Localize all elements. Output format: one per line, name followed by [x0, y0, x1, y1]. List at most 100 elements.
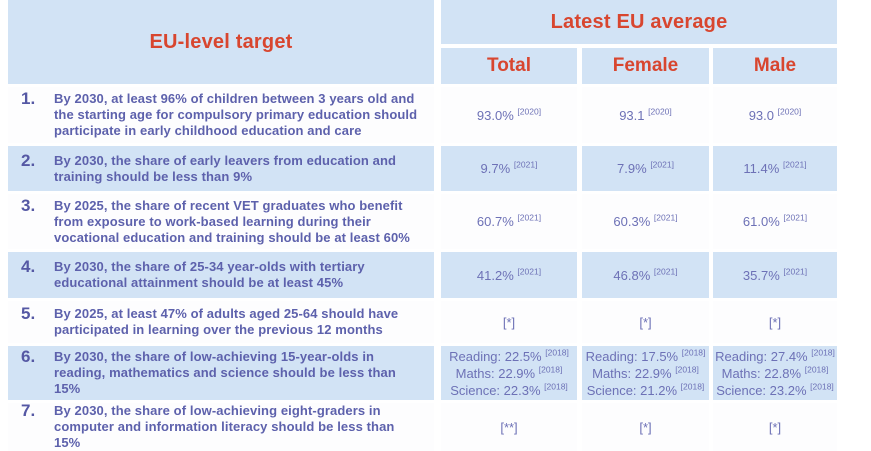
reference-year-note: [2018] — [675, 364, 699, 375]
value-line: Reading: 22.5% [2018] — [449, 347, 569, 364]
target-cell: 3. By 2025, the share of recent VET gradu… — [8, 194, 434, 249]
target-text: By 2030, at least 96% of children betwee… — [54, 91, 418, 138]
reference-year-note: [2020] — [777, 106, 802, 117]
value-cell-total: 9.7% [2021] — [441, 146, 577, 191]
value-line: Science: 21.2% [2018] — [586, 381, 705, 398]
target-cell: 5. By 2025, at least 47% of adults aged 2… — [8, 301, 434, 343]
target-cell: 7. By 2030, the share of low-achieving ei… — [8, 401, 434, 451]
value-line: 60.7% [2021] — [476, 212, 542, 229]
reference-year-note: [2021] — [513, 159, 538, 170]
header-target-column: EU-level target — [8, 0, 434, 84]
column-gap — [434, 346, 441, 400]
target-text: By 2025, the share of recent VET graduat… — [54, 197, 410, 245]
row-number: 5. — [21, 304, 36, 323]
table-row: 1. By 2030, at least 96% of children betw… — [8, 87, 837, 143]
row-number: 2. — [21, 150, 36, 170]
target-text: By 2030, the share of early leavers from… — [54, 152, 397, 184]
reference-year-note: [2021] — [650, 159, 674, 170]
header-col-female: Female — [582, 48, 709, 84]
value-cell-female: 7.9% [2021] — [582, 146, 709, 191]
reference-year-note: [2021] — [653, 266, 678, 277]
value-cell-total: Reading: 22.5% [2018] Maths: 22.9% [2018]… — [441, 346, 577, 400]
reference-year-note: [2018] — [538, 364, 563, 375]
header-subcolumns: Total Female Male — [441, 48, 837, 84]
reference-year-note: [2021] — [653, 212, 678, 223]
value-line: Maths: 22.9% [2018] — [455, 364, 563, 381]
table-header: EU-level target Latest EU average Total … — [8, 0, 837, 84]
reference-year-note: [2021] — [517, 266, 542, 277]
value-line: Reading: 27.4% [2018] — [715, 347, 835, 364]
value-line: [*] — [768, 419, 782, 435]
value-line: Science: 22.3% [2018] — [450, 381, 568, 398]
target-text: By 2030, the share of low-achieving eigh… — [54, 403, 395, 450]
value-line: 93.1 [2020] — [619, 106, 672, 123]
value-cell-total: 93.0% [2020] — [441, 87, 577, 143]
value-cell-total: 60.7% [2021] — [441, 194, 577, 249]
header-average-group-wrap: Latest EU average Total Female Male — [441, 0, 837, 84]
value-line: 11.4% [2021] — [743, 159, 807, 176]
reference-year-note: [2018] — [810, 381, 834, 392]
value-line: 9.7% [2021] — [480, 159, 538, 176]
value-line: [**] — [500, 419, 518, 435]
row-number: 6. — [21, 347, 36, 366]
target-cell: 6. By 2030, the share of low-achieving 15… — [8, 346, 434, 400]
table-row: 2. By 2030, the share of early leavers fr… — [8, 146, 837, 191]
row-number: 4. — [21, 257, 36, 276]
header-latest-eu-average: Latest EU average — [441, 0, 837, 44]
value-cell-total: [*] — [441, 301, 577, 343]
value-cell-female: 60.3% [2021] — [582, 194, 709, 249]
reference-year-note: [2021] — [783, 266, 808, 277]
target-text: By 2025, at least 47% of adults aged 25-… — [54, 306, 399, 337]
value-cell-male: 35.7% [2021] — [713, 252, 837, 298]
value-line: Maths: 22.9% [2018] — [592, 364, 699, 381]
target-cell: 2. By 2030, the share of early leavers fr… — [8, 146, 434, 191]
table-row: 7. By 2030, the share of low-achieving ei… — [8, 401, 837, 451]
reference-year-note: [2020] — [517, 106, 542, 117]
table-body: 1. By 2030, at least 96% of children betw… — [8, 87, 837, 451]
value-line: 41.2% [2021] — [476, 266, 542, 283]
reference-year-note: [2018] — [804, 364, 829, 375]
table-row: 5. By 2025, at least 47% of adults aged 2… — [8, 301, 837, 343]
reference-year-note: [2020] — [648, 106, 672, 117]
value-cell-male: 93.0 [2020] — [713, 87, 837, 143]
reference-year-note: [2021] — [517, 212, 542, 223]
target-cell: 4. By 2030, the share of 25-34 year-olds … — [8, 252, 434, 298]
value-cell-female: [*] — [582, 301, 709, 343]
value-cell-total: [**] — [441, 403, 577, 451]
column-gap — [434, 146, 441, 191]
value-line: [*] — [639, 419, 652, 435]
value-cell-total: 41.2% [2021] — [441, 252, 577, 298]
target-text: By 2030, the share of 25-34 year-olds wi… — [54, 259, 365, 290]
value-cell-male: Reading: 27.4% [2018] Maths: 22.8% [2018]… — [713, 346, 837, 400]
column-gap — [434, 87, 441, 143]
header-col-total: Total — [441, 48, 577, 84]
value-line: 93.0 [2020] — [748, 106, 802, 123]
column-gap — [434, 301, 441, 343]
value-line: 61.0% [2021] — [742, 212, 808, 229]
value-cell-female: [*] — [582, 403, 709, 451]
value-cell-male: [*] — [713, 403, 837, 451]
table-row: 6. By 2030, the share of low-achieving 15… — [8, 346, 837, 400]
target-text: By 2030, the share of low-achieving 15-y… — [54, 349, 396, 396]
column-gap — [434, 252, 441, 298]
value-cell-male: [*] — [713, 301, 837, 343]
row-number: 7. — [21, 401, 36, 420]
value-line: 60.3% [2021] — [613, 212, 678, 229]
table-row: 3. By 2025, the share of recent VET gradu… — [8, 194, 837, 249]
reference-year-note: [2018] — [680, 381, 705, 392]
value-cell-female: 93.1 [2020] — [582, 87, 709, 143]
reference-year-note: [2018] — [544, 381, 568, 392]
target-cell: 1. By 2030, at least 96% of children betw… — [8, 87, 434, 143]
value-cell-male: 61.0% [2021] — [713, 194, 837, 249]
value-line: [*] — [502, 314, 516, 330]
table-row: 4. By 2030, the share of 25-34 year-olds … — [8, 252, 837, 298]
value-cell-male: 11.4% [2021] — [713, 146, 837, 191]
row-number: 3. — [21, 195, 36, 215]
reference-year-note: [2018] — [545, 347, 569, 358]
reference-year-note: [2018] — [811, 347, 835, 358]
value-cell-female: 46.8% [2021] — [582, 252, 709, 298]
value-line: [*] — [768, 314, 782, 330]
reference-year-note: [2021] — [782, 159, 807, 170]
value-line: [*] — [639, 314, 652, 330]
column-gap — [434, 194, 441, 249]
